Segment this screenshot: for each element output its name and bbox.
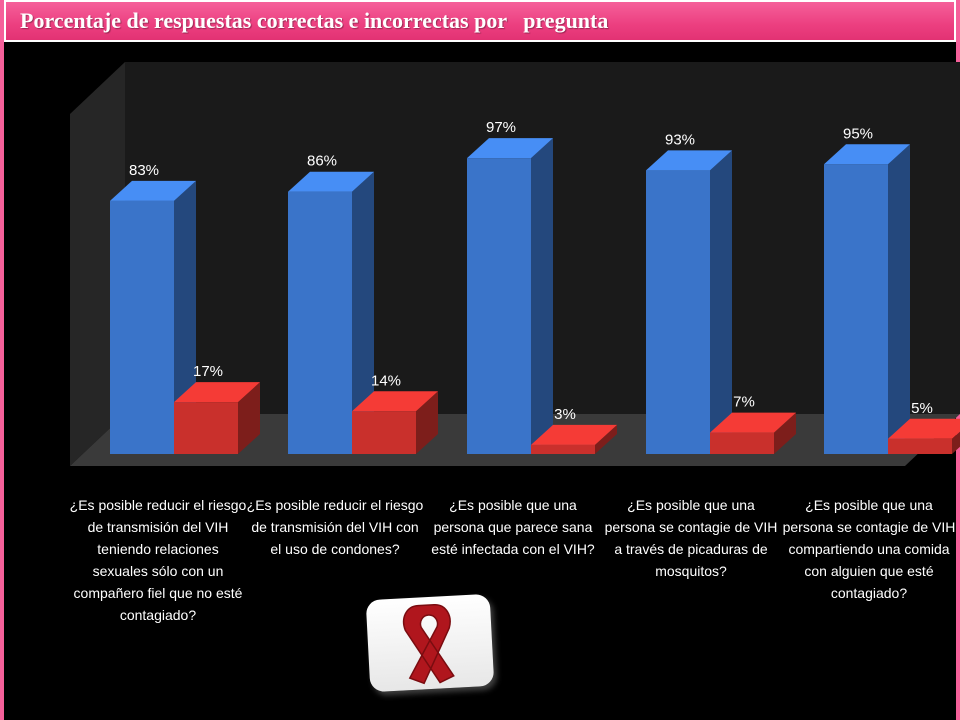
page-title: Porcentaje de respuestas correctas e inc… (20, 8, 609, 33)
left-border (0, 0, 4, 720)
bar-correct-3 (467, 138, 553, 454)
bar-side (238, 382, 260, 454)
bar-front (352, 411, 416, 454)
bar-incorrect-1 (174, 382, 260, 454)
bar-top (888, 418, 960, 439)
value-label: 86% (307, 153, 337, 170)
value-label: 97% (486, 119, 516, 136)
question-label-3: ¿Es posible que una persona que parece s… (431, 497, 595, 557)
bar-incorrect-4 (710, 412, 796, 454)
bar-front (531, 444, 595, 454)
value-labels: 83% 86% 97% 93% 95% 17% 14% 3% 7% 5% (129, 119, 933, 423)
bar-incorrect-2 (352, 391, 438, 454)
bar-side (888, 144, 910, 454)
bar-front (646, 170, 710, 454)
bar-front (110, 200, 174, 454)
bar-series (110, 138, 960, 454)
bar-correct-2 (288, 171, 374, 454)
bar-top (710, 412, 796, 433)
question-label-4: ¿Es posible que una persona se contagie … (604, 497, 778, 579)
bar-front (824, 164, 888, 454)
title-banner: Porcentaje de respuestas correctas e inc… (4, 0, 956, 42)
bar-top (288, 171, 374, 192)
bar-chart: 83% 86% 97% 93% 95% 17% 14% 3% 7% 5% (70, 62, 960, 466)
bar-incorrect-3 (531, 424, 617, 454)
bar-front (710, 432, 774, 454)
bar-top (531, 424, 617, 445)
bar-top (824, 144, 910, 165)
bar-side (174, 180, 196, 454)
bar-side (352, 171, 374, 454)
bar-top (646, 150, 732, 171)
bar-side (774, 412, 796, 454)
value-label: 3% (554, 406, 576, 423)
red-ribbon-icon (365, 593, 495, 693)
value-label: 83% (129, 162, 159, 179)
question-label-5: ¿Es posible que una persona se contagie … (782, 497, 956, 601)
value-label: 14% (371, 372, 401, 389)
question-label-2: ¿Es posible reducir el riesgo de transmi… (246, 497, 424, 557)
bar-side (531, 138, 553, 454)
bar-top (174, 382, 260, 403)
ribbon-shape (402, 603, 455, 685)
value-label: 95% (843, 125, 873, 142)
value-label: 17% (193, 363, 223, 380)
value-label: 5% (911, 400, 933, 417)
bar-top (467, 138, 553, 159)
bar-top (352, 391, 438, 412)
bar-front (467, 158, 531, 454)
bar-side (595, 424, 617, 454)
bar-side (416, 391, 438, 454)
bar-front (288, 191, 352, 454)
bar-front (174, 402, 238, 454)
bar-correct-1 (110, 180, 196, 454)
bar-front (888, 438, 952, 454)
bar-correct-4 (646, 150, 732, 454)
bar-incorrect-5 (888, 418, 960, 454)
bar-side (710, 150, 732, 454)
value-label: 93% (665, 131, 695, 148)
bar-side (952, 431, 960, 454)
question-label-1: ¿Es posible reducir el riesgo de transmi… (69, 497, 247, 623)
bar-top (110, 180, 196, 201)
bar-correct-5 (824, 144, 910, 454)
value-label: 7% (733, 394, 755, 411)
